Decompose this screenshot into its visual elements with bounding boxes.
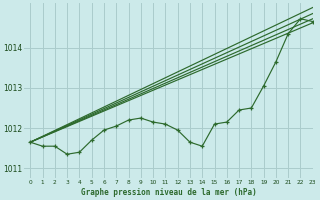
- X-axis label: Graphe pression niveau de la mer (hPa): Graphe pression niveau de la mer (hPa): [81, 188, 256, 197]
